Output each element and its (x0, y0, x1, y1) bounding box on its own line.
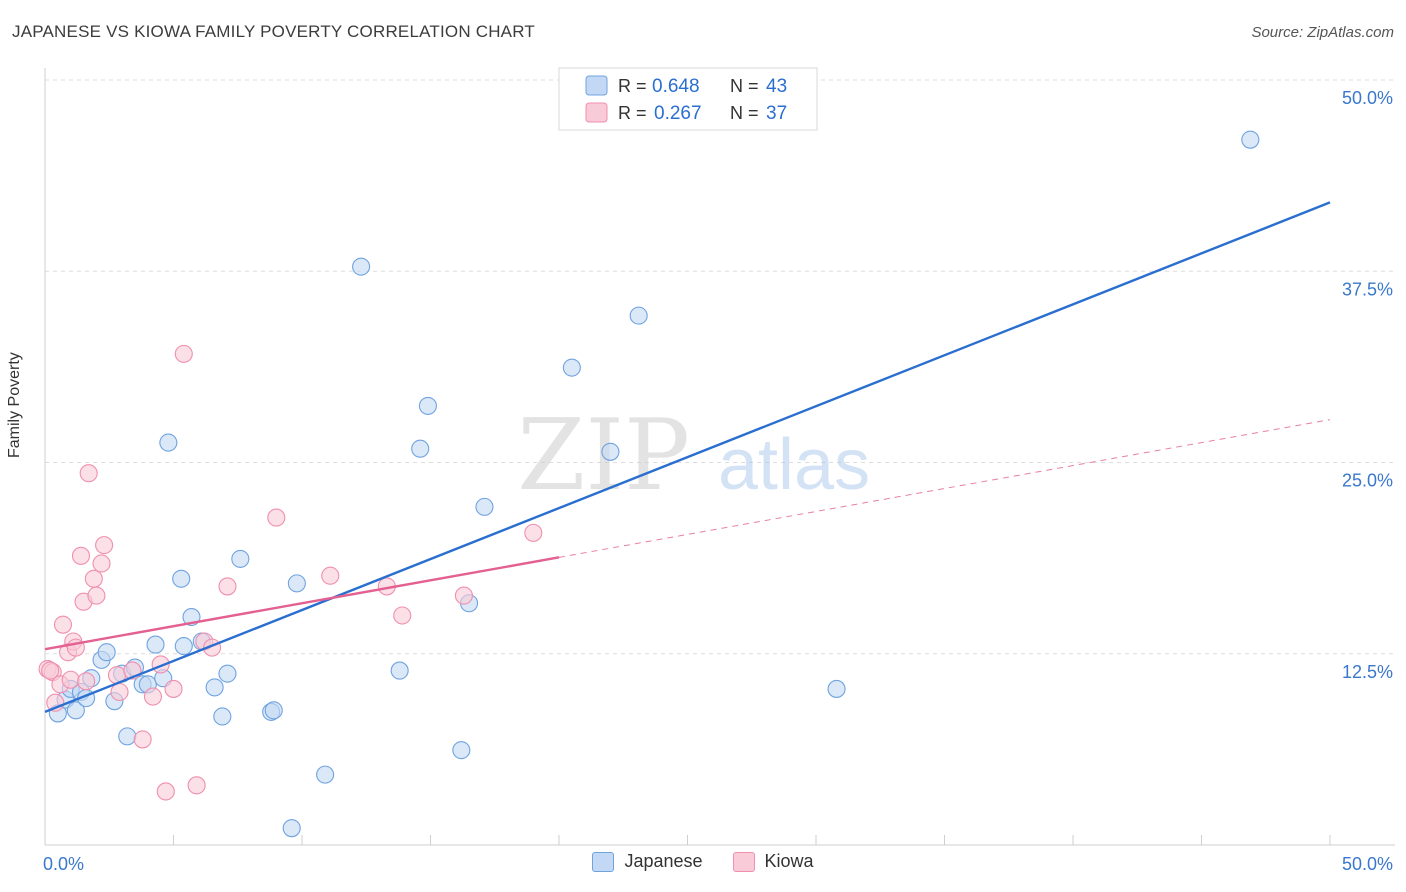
point-kiowa (174, 344, 193, 363)
legend-swatch-kiowa (585, 102, 608, 123)
axes (44, 68, 1395, 846)
point-japanese (231, 549, 250, 568)
legend-label-kiowa: Kiowa (764, 851, 814, 871)
point-japanese (264, 701, 283, 720)
legend-item-japanese[interactable]: Japanese (592, 851, 703, 872)
legend-r-value-0: 0.648 (652, 76, 700, 97)
legend-label-japanese: Japanese (624, 851, 703, 871)
trend-line-japanese (44, 201, 1331, 714)
point-japanese (629, 306, 648, 325)
point-japanese (282, 819, 301, 838)
point-japanese (411, 439, 430, 458)
y-tick-label: 25.0% (1342, 471, 1393, 491)
point-kiowa (71, 546, 91, 565)
gridlines (45, 79, 1395, 655)
point-kiowa (454, 586, 473, 605)
point-kiowa (321, 566, 340, 585)
point-japanese (172, 569, 191, 588)
point-japanese (390, 661, 409, 680)
data-points (38, 130, 1260, 838)
legend-n-label-1: N = (730, 103, 759, 123)
point-japanese (97, 643, 116, 662)
point-japanese (118, 727, 137, 746)
point-kiowa (218, 577, 237, 596)
legend-swatch-kiowa-bottom (732, 851, 755, 872)
y-tick-label: 12.5% (1342, 662, 1393, 682)
stats-legend: R = 0.648 N = 43 R = 0.267 N = 37 (558, 67, 818, 131)
point-japanese (475, 497, 494, 516)
legend-swatch-japanese (585, 75, 608, 96)
legend-n-value-0: 43 (766, 76, 787, 97)
point-japanese (174, 637, 193, 656)
watermark-atlas: atlas (718, 425, 870, 505)
trend-lines (44, 201, 1331, 714)
point-kiowa (133, 730, 152, 749)
point-japanese (562, 358, 581, 377)
point-kiowa (92, 554, 111, 573)
point-kiowa (95, 536, 114, 555)
trend-line-kiowa (44, 556, 560, 651)
source-label: Source: ZipAtlas.com (1251, 24, 1394, 41)
point-kiowa (143, 687, 162, 706)
legend-r-label-0: R = (618, 76, 647, 96)
point-japanese (205, 678, 224, 697)
point-japanese (146, 635, 165, 654)
point-kiowa (156, 782, 175, 801)
point-japanese (159, 433, 178, 452)
x-tick-label: 0.0% (43, 854, 84, 874)
point-japanese (352, 257, 371, 276)
trend-line-kiowa-extension (558, 419, 1331, 558)
point-kiowa (77, 672, 96, 691)
point-japanese (287, 574, 306, 593)
point-japanese (418, 396, 437, 415)
point-kiowa (393, 606, 412, 625)
point-japanese (66, 701, 85, 720)
chart-title: JAPANESE VS KIOWA FAMILY POVERTY CORRELA… (12, 22, 535, 41)
point-kiowa (110, 682, 129, 702)
tick-labels: 12.5% 25.0% 37.5% 50.0% 0.0% 50.0% (43, 88, 1393, 874)
point-japanese (218, 664, 237, 683)
point-japanese (213, 707, 232, 726)
point-kiowa (267, 508, 286, 527)
legend-swatch-japanese-bottom (592, 851, 615, 872)
point-japanese (1241, 130, 1260, 149)
watermark: ZIP atlas (517, 399, 870, 513)
point-kiowa (187, 776, 206, 795)
point-japanese (316, 765, 335, 784)
point-kiowa (87, 586, 106, 605)
point-kiowa (164, 679, 183, 698)
point-kiowa (84, 569, 103, 588)
series-legend: Japanese Kiowa (0, 851, 1406, 872)
point-japanese (601, 442, 620, 461)
y-tick-label: 37.5% (1342, 279, 1393, 299)
point-kiowa (524, 523, 543, 542)
x-tick-label: 50.0% (1342, 854, 1393, 874)
legend-item-kiowa[interactable]: Kiowa (732, 851, 814, 872)
legend-r-label-1: R = (618, 103, 647, 123)
legend-r-value-1: 0.267 (654, 103, 702, 124)
point-japanese (452, 741, 471, 760)
y-tick-label: 50.0% (1342, 88, 1393, 108)
point-kiowa (61, 670, 80, 689)
point-kiowa (79, 464, 98, 483)
point-japanese (827, 679, 846, 698)
point-kiowa (53, 615, 73, 634)
legend-n-value-1: 37 (766, 103, 787, 124)
point-kiowa (41, 661, 60, 680)
legend-n-label-0: N = (730, 76, 759, 96)
